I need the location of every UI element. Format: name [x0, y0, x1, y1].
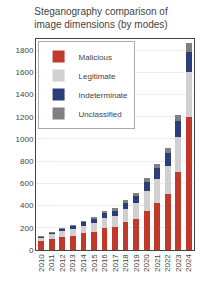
svg-text:1200: 1200 — [16, 113, 34, 122]
svg-text:Steganography comparison ofima: Steganography comparison ofimage dimensi… — [34, 6, 168, 30]
svg-text:2012: 2012 — [58, 254, 67, 272]
svg-text:1400: 1400 — [16, 90, 34, 99]
svg-text:2019: 2019 — [132, 254, 141, 272]
svg-text:Indeterminate: Indeterminate — [79, 91, 128, 100]
svg-text:Legitimate: Legitimate — [79, 72, 116, 81]
svg-text:2016: 2016 — [100, 254, 109, 272]
svg-text:2013: 2013 — [68, 254, 77, 272]
svg-text:2023: 2023 — [174, 254, 183, 272]
svg-text:2021: 2021 — [153, 254, 162, 272]
svg-text:1600: 1600 — [16, 68, 34, 77]
svg-text:2015: 2015 — [90, 254, 99, 272]
svg-text:1800: 1800 — [16, 46, 34, 55]
svg-text:Unclassified: Unclassified — [79, 110, 122, 119]
svg-text:2022: 2022 — [163, 254, 172, 272]
svg-text:2018: 2018 — [121, 254, 130, 272]
svg-text:1000: 1000 — [16, 135, 34, 144]
svg-text:400: 400 — [20, 201, 34, 210]
svg-text:Malicious: Malicious — [79, 53, 112, 62]
svg-text:600: 600 — [20, 179, 34, 188]
svg-text:2011: 2011 — [47, 254, 56, 272]
svg-text:800: 800 — [20, 157, 34, 166]
svg-text:2024: 2024 — [184, 254, 193, 272]
svg-text:200: 200 — [20, 224, 34, 233]
svg-text:2017: 2017 — [111, 254, 120, 272]
svg-text:2014: 2014 — [79, 254, 88, 272]
svg-text:0: 0 — [29, 246, 34, 255]
svg-text:2010: 2010 — [37, 254, 46, 272]
svg-text:2020: 2020 — [142, 254, 151, 272]
